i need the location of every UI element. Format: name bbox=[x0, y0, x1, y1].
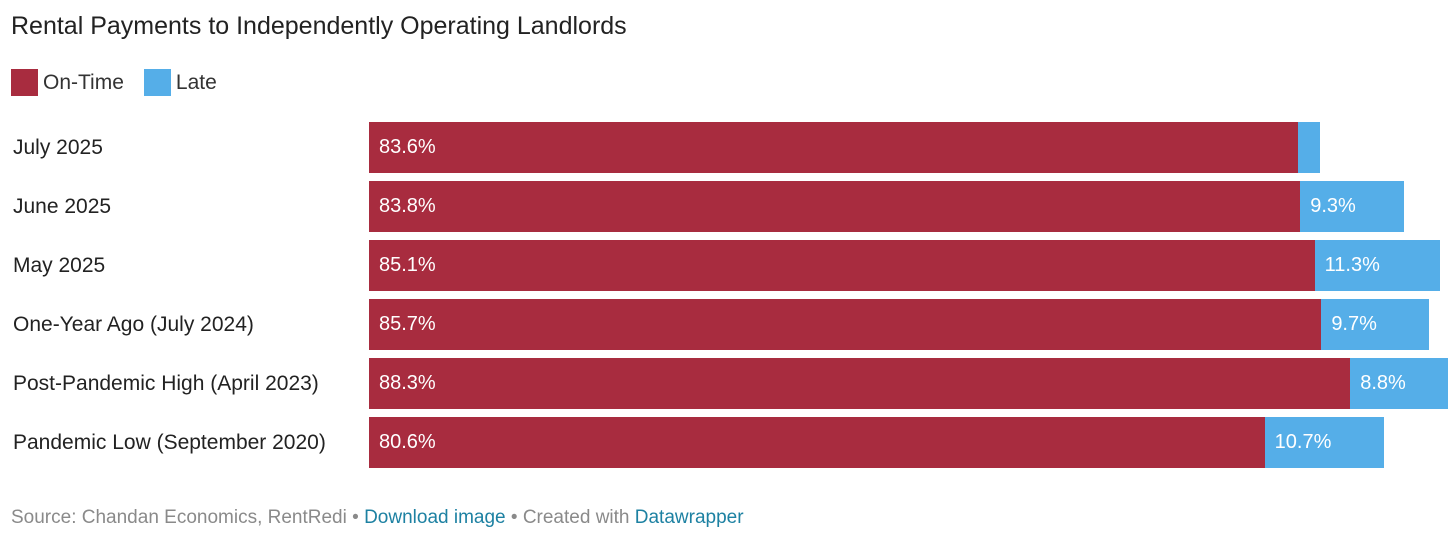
data-label: 9.7% bbox=[1331, 313, 1377, 335]
bar-late bbox=[1297, 122, 1321, 173]
download-image-link[interactable]: Download image bbox=[364, 507, 506, 528]
bar-row: Post-Pandemic High (April 2023) 88.3% 8.8% bbox=[0, 358, 1456, 409]
bar-rows: July 2025 83.6% June 2025 83.8% 9.3% May 2025… bbox=[0, 122, 1456, 476]
chart-footer: Source: Chandan Economics, RentRedi • Do… bbox=[11, 507, 744, 529]
bar-row: One-Year Ago (July 2024) 85.7% 9.7% bbox=[0, 299, 1456, 350]
legend-swatch-on-time bbox=[11, 69, 38, 96]
footer-separator: • bbox=[346, 507, 365, 528]
category-label: Pandemic Low (September 2020) bbox=[13, 431, 326, 454]
bar-on-time: 80.6% bbox=[369, 417, 1265, 468]
bar-late: 9.3% bbox=[1300, 181, 1404, 232]
data-label: 83.8% bbox=[379, 195, 436, 217]
data-label: 8.8% bbox=[1360, 372, 1406, 394]
data-label: 10.7% bbox=[1274, 431, 1332, 453]
bar-on-time: 83.6% bbox=[369, 122, 1298, 173]
legend-label-on-time: On-Time bbox=[43, 70, 124, 94]
data-label: 9.3% bbox=[1310, 195, 1356, 217]
legend-item-late: Late bbox=[143, 69, 217, 96]
data-label: 83.6% bbox=[379, 136, 436, 158]
category-label: July 2025 bbox=[13, 136, 103, 159]
category-label: One-Year Ago (July 2024) bbox=[13, 313, 254, 336]
data-label: 85.1% bbox=[379, 254, 436, 276]
data-label: 88.3% bbox=[379, 372, 436, 394]
bar-on-time: 83.8% bbox=[369, 181, 1301, 232]
legend-item-on-time: On-Time bbox=[11, 69, 124, 96]
data-label: 80.6% bbox=[379, 431, 436, 453]
bar-row: July 2025 83.6% bbox=[0, 122, 1456, 173]
bar-on-time: 85.1% bbox=[369, 240, 1315, 291]
bar-row: May 2025 85.1% 11.3% bbox=[0, 240, 1456, 291]
category-label: Post-Pandemic High (April 2023) bbox=[13, 372, 319, 395]
bar-on-time: 88.3% bbox=[369, 358, 1351, 409]
bar-late: 8.8% bbox=[1350, 358, 1448, 409]
source-note: Source: Chandan Economics, RentRedi bbox=[11, 507, 347, 528]
bar-on-time: 85.7% bbox=[369, 299, 1322, 350]
chart-legend: On-Time Late bbox=[11, 69, 237, 96]
datawrapper-link[interactable]: Datawrapper bbox=[634, 507, 744, 528]
bar-row: Pandemic Low (September 2020) 80.6% 10.7% bbox=[0, 417, 1456, 468]
legend-swatch-late bbox=[143, 69, 171, 96]
category-label: June 2025 bbox=[13, 195, 112, 218]
bar-late: 9.7% bbox=[1321, 299, 1430, 350]
legend-label-late: Late bbox=[175, 70, 217, 94]
data-label: 11.3% bbox=[1324, 254, 1380, 276]
bar-late: 10.7% bbox=[1264, 417, 1384, 468]
bar-row: June 2025 83.8% 9.3% bbox=[0, 181, 1456, 232]
created-with-text: • Created with bbox=[505, 507, 635, 528]
data-label: 85.7% bbox=[379, 313, 436, 335]
chart-title: Rental Payments to Independently Operati… bbox=[11, 12, 627, 40]
bar-late: 11.3% bbox=[1314, 240, 1441, 291]
category-label: May 2025 bbox=[13, 254, 106, 277]
